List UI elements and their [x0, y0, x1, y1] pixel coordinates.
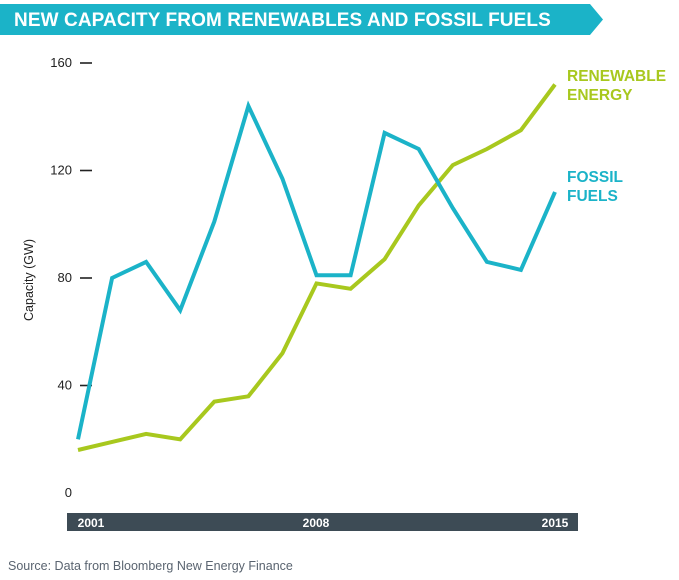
line-chart: Capacity (GW) 0 40 80 120 160 2001 2008 2015 RENE…	[22, 55, 666, 531]
title-banner-shape	[0, 4, 603, 35]
chart-title: NEW CAPACITY FROM RENEWABLES AND FOSSIL …	[14, 10, 551, 31]
fossil-fuels-label: FUELS	[567, 188, 618, 205]
y-tick-label: 120	[50, 163, 72, 178]
y-tick-label: 40	[58, 378, 72, 393]
y-tick-label: 80	[58, 270, 72, 285]
renewable-energy-line	[77, 83, 557, 452]
x-tick-label: 2001	[78, 516, 105, 530]
fossil-fuels-line	[76, 100, 557, 440]
y-tick-label: 0	[65, 485, 72, 500]
x-axis-bar	[67, 513, 578, 531]
x-tick-label: 2015	[542, 516, 569, 530]
y-axis-label: Capacity (GW)	[22, 239, 36, 321]
renewable-energy-label: RENEWABLE	[567, 68, 666, 85]
y-tick-label: 160	[50, 55, 72, 70]
source-note: Source: Data from Bloomberg New Energy F…	[8, 559, 293, 573]
fossil-fuels-label: FOSSIL	[567, 169, 623, 186]
renewable-energy-label: ENERGY	[567, 87, 633, 104]
title-banner: NEW CAPACITY FROM RENEWABLES AND FOSSIL …	[0, 4, 603, 35]
x-tick-label: 2008	[303, 516, 330, 530]
